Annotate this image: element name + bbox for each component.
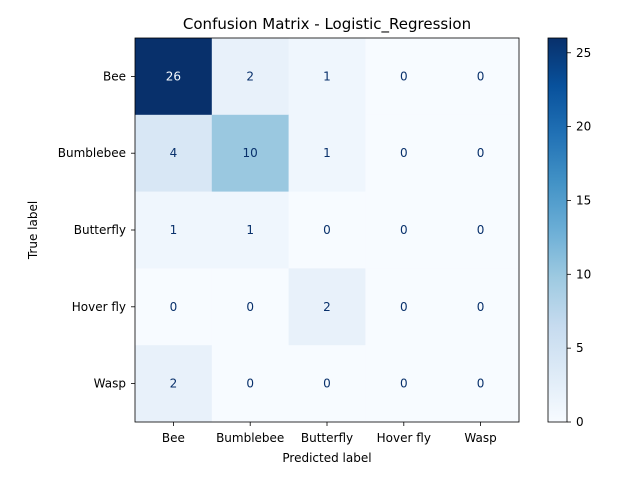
cell-value-label: 0: [477, 377, 485, 391]
cell-value-label: 0: [400, 300, 408, 314]
cell-value-label: 0: [477, 223, 485, 237]
heatmap-cell: [288, 191, 366, 269]
x-axis-ticks: Bee Bumblebee Butterfly Hover fly Wasp: [162, 422, 497, 445]
cell-value-label: 10: [243, 146, 258, 160]
cell-value-label: 1: [323, 69, 331, 83]
cell-value-label: 1: [246, 223, 254, 237]
heatmap-cell: [365, 114, 443, 192]
heatmap-cell: [211, 38, 289, 116]
heatmap-cell: [135, 38, 213, 116]
cell-value-label: 0: [400, 146, 408, 160]
cell-value-label: 0: [170, 300, 178, 314]
x-axis-label: Predicted label: [282, 451, 371, 465]
heatmap-cell: [442, 38, 520, 116]
x-tick-label: Bee: [162, 431, 185, 445]
cell-value-label: 0: [246, 377, 254, 391]
cell-value-label: 0: [246, 300, 254, 314]
heatmap-cell: [288, 38, 366, 116]
heatmap-cell: [365, 345, 443, 423]
cell-value-label: 1: [323, 146, 331, 160]
cell-value-label: 4: [170, 146, 178, 160]
cell-value-label: 2: [170, 377, 178, 391]
cell-value-label: 0: [400, 223, 408, 237]
colorbar-tick-label: 5: [576, 341, 584, 355]
y-axis-ticks: Bee Bumblebee Butterfly Hover fly Wasp: [58, 69, 135, 391]
y-tick-label: Wasp: [94, 377, 126, 391]
heatmap-cell-values: 26 2 1 0 04 10 1 0 01 1 0 0 00 0 2 0 02 0 0 0 0: [166, 69, 485, 390]
cell-value-label: 0: [477, 300, 485, 314]
x-tick-label: Butterfly: [301, 431, 353, 445]
chart-title: Confusion Matrix - Logistic_Regression: [183, 15, 471, 34]
x-tick-label: Wasp: [464, 431, 496, 445]
heatmap-cell: [288, 268, 366, 346]
x-tick-label: Bumblebee: [216, 431, 284, 445]
heatmap-cell: [365, 38, 443, 116]
colorbar: [547, 37, 568, 423]
colorbar-tick-label: 20: [576, 120, 591, 134]
colorbar-tick-label: 0: [576, 415, 584, 429]
cell-value-label: 0: [400, 377, 408, 391]
heatmap-cell: [442, 268, 520, 346]
heatmap-cell: [211, 345, 289, 423]
x-tick-label: Hover fly: [377, 431, 431, 445]
heatmap-cell: [288, 345, 366, 423]
heatmap-cell: [211, 114, 289, 192]
heatmap-cell: [211, 268, 289, 346]
heatmap-cell: [135, 114, 213, 192]
cell-value-label: 1: [170, 223, 178, 237]
y-tick-label: Butterfly: [74, 223, 126, 237]
colorbar-tick-label: 25: [576, 46, 591, 60]
cell-value-label: 0: [323, 377, 331, 391]
y-tick-label: Bumblebee: [58, 146, 126, 160]
heatmap-cell: [442, 114, 520, 192]
heatmap-cell: [442, 345, 520, 423]
cell-value-label: 0: [477, 146, 485, 160]
heatmap-cell: [288, 114, 366, 192]
cell-value-label: 2: [323, 300, 331, 314]
cell-value-label: 26: [166, 69, 181, 83]
heatmap-cell: [365, 191, 443, 269]
colorbar-ticks: 0 5 10 15 20 25: [567, 46, 591, 429]
cell-value-label: 0: [323, 223, 331, 237]
heatmap-cell: [211, 191, 289, 269]
cell-value-label: 0: [400, 69, 408, 83]
y-axis-label: True label: [26, 201, 40, 260]
heatmap-cell: [135, 191, 213, 269]
heatmap-cell: [365, 268, 443, 346]
colorbar-tick-label: 15: [576, 193, 591, 207]
colorbar-tick-label: 10: [576, 267, 591, 281]
heatmap-cell: [135, 268, 213, 346]
y-tick-label: Hover fly: [72, 300, 126, 314]
heatmap-cell: [442, 191, 520, 269]
cell-value-label: 2: [246, 69, 254, 83]
cell-value-label: 0: [477, 69, 485, 83]
heatmap-cell: [135, 345, 213, 423]
heatmap-cells: [135, 38, 520, 423]
y-tick-label: Bee: [103, 69, 126, 83]
